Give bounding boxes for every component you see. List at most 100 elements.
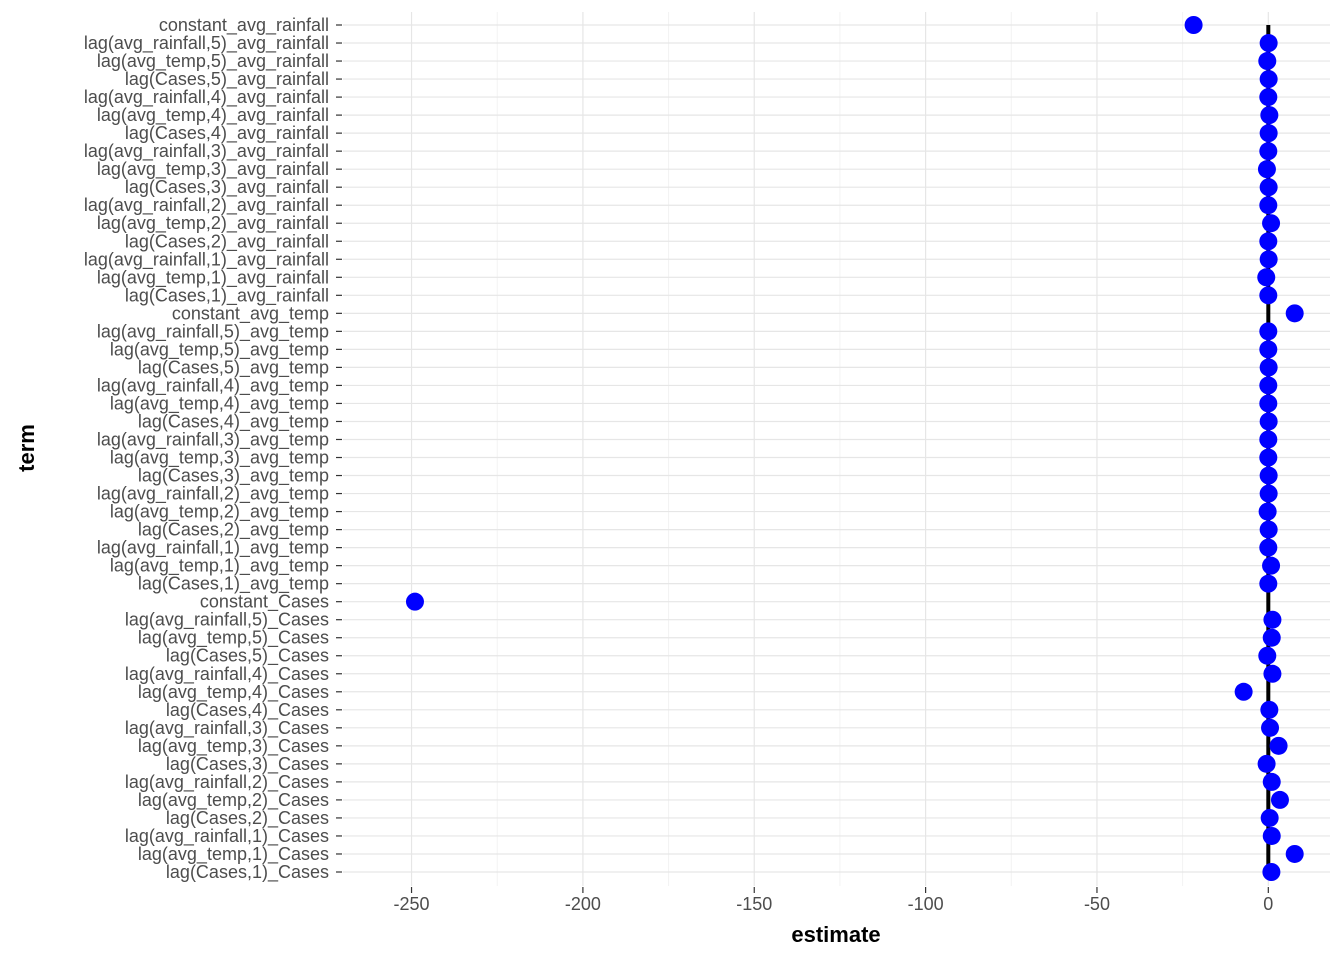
y-tick-label: lag(avg_rainfall,5)_Cases [125, 610, 329, 631]
y-tick-label: lag(Cases,5)_Cases [166, 646, 329, 667]
y-tick-label: lag(Cases,2)_avg_temp [138, 520, 329, 541]
data-point [1262, 826, 1281, 845]
data-point [1259, 88, 1278, 107]
y-tick-label: lag(avg_temp,4)_avg_temp [110, 393, 329, 414]
data-point [1259, 34, 1278, 53]
x-axis-title: estimate [791, 922, 880, 947]
data-point [1262, 772, 1281, 791]
data-point [1263, 610, 1282, 629]
y-tick-label: lag(avg_rainfall,3)_avg_temp [97, 429, 329, 450]
data-point [1259, 196, 1278, 215]
data-point [1262, 863, 1281, 881]
y-tick-label: lag(avg_temp,2)_Cases [138, 790, 329, 811]
y-tick-label: lag(Cases,1)_avg_temp [138, 574, 329, 595]
data-point [1285, 304, 1304, 323]
data-point [1184, 16, 1203, 34]
data-point [1257, 160, 1276, 179]
data-point [1257, 754, 1276, 773]
x-tick-label: 0 [1263, 894, 1273, 914]
y-axis-ticks: constant_avg_rainfalllag(avg_rainfall,5)… [84, 15, 342, 883]
data-point [1259, 448, 1278, 467]
data-point [1262, 556, 1281, 575]
y-tick-label: lag(avg_rainfall,1)_Cases [125, 826, 329, 847]
y-tick-label: lag(avg_rainfall,3)_avg_rainfall [84, 141, 329, 162]
x-tick-label: -150 [736, 894, 772, 914]
data-point [1259, 358, 1278, 377]
data-point [1285, 844, 1304, 863]
data-point [1259, 538, 1278, 557]
data-point [1259, 520, 1278, 539]
major-grid [343, 12, 1330, 886]
y-tick-label: lag(Cases,3)_avg_rainfall [125, 177, 329, 198]
y-tick-label: lag(avg_temp,2)_avg_rainfall [97, 213, 329, 234]
data-point [1262, 628, 1281, 647]
y-tick-label: lag(avg_temp,1)_avg_temp [110, 556, 329, 577]
y-tick-label: lag(avg_rainfall,3)_Cases [125, 718, 329, 739]
y-tick-label: lag(avg_temp,5)_Cases [138, 628, 329, 649]
x-tick-label: -250 [394, 894, 430, 914]
y-tick-label: constant_avg_temp [172, 303, 329, 324]
y-tick-label: lag(avg_temp,3)_avg_temp [110, 448, 329, 469]
minor-grid [496, 12, 1184, 886]
data-point [1262, 214, 1281, 233]
data-point [405, 592, 424, 611]
x-tick-label: -200 [565, 894, 601, 914]
y-tick-label: lag(Cases,5)_avg_temp [138, 357, 329, 378]
data-point [1259, 430, 1278, 449]
data-point [1259, 178, 1278, 197]
y-tick-label: lag(avg_temp,1)_Cases [138, 844, 329, 865]
y-tick-label: lag(avg_temp,1)_avg_rainfall [97, 267, 329, 288]
y-tick-label: lag(avg_rainfall,2)_avg_temp [97, 484, 329, 505]
x-tick-label: -100 [908, 894, 944, 914]
y-tick-label: lag(Cases,4)_Cases [166, 700, 329, 721]
y-tick-label: lag(avg_rainfall,1)_avg_rainfall [84, 249, 329, 270]
data-point [1259, 70, 1278, 89]
y-tick-label: lag(Cases,4)_avg_rainfall [125, 123, 329, 144]
y-tick-label: lag(avg_temp,5)_avg_temp [110, 339, 329, 360]
data-point [1270, 790, 1289, 809]
data-point [1258, 52, 1277, 71]
y-tick-label: lag(avg_rainfall,1)_avg_temp [97, 538, 329, 559]
y-tick-label: constant_Cases [200, 592, 329, 613]
y-tick-label: lag(avg_rainfall,4)_avg_temp [97, 375, 329, 396]
data-point [1259, 250, 1278, 269]
data-point [1260, 808, 1279, 827]
data-point [1259, 322, 1278, 341]
y-tick-label: constant_avg_rainfall [159, 15, 329, 36]
data-point [1259, 232, 1278, 251]
data-point [1259, 394, 1278, 413]
data-point [1259, 574, 1278, 593]
y-tick-label: lag(Cases,3)_Cases [166, 754, 329, 775]
data-point [1260, 700, 1279, 719]
y-tick-label: lag(Cases,1)_Cases [166, 862, 329, 883]
y-tick-label: lag(avg_rainfall,4)_Cases [125, 664, 329, 685]
data-points [405, 16, 1304, 881]
data-point [1259, 286, 1278, 305]
data-point [1259, 484, 1278, 503]
y-tick-label: lag(avg_rainfall,5)_avg_rainfall [84, 33, 329, 54]
y-tick-label: lag(avg_temp,2)_avg_temp [110, 502, 329, 523]
y-tick-label: lag(Cases,3)_avg_temp [138, 466, 329, 487]
data-point [1259, 142, 1278, 161]
y-tick-label: lag(Cases,2)_Cases [166, 808, 329, 829]
data-point [1261, 718, 1280, 737]
y-tick-label: lag(avg_temp,4)_Cases [138, 682, 329, 703]
data-point [1259, 412, 1278, 431]
data-point [1259, 376, 1278, 395]
x-tick-label: -50 [1084, 894, 1110, 914]
data-point [1263, 664, 1282, 683]
y-tick-label: lag(avg_rainfall,4)_avg_rainfall [84, 87, 329, 108]
y-tick-label: lag(avg_rainfall,5)_avg_temp [97, 321, 329, 342]
data-point [1257, 268, 1276, 287]
y-tick-label: lag(Cases,4)_avg_temp [138, 411, 329, 432]
data-point [1258, 502, 1277, 521]
y-tick-label: lag(avg_temp,3)_avg_rainfall [97, 159, 329, 180]
y-tick-label: lag(avg_temp,4)_avg_rainfall [97, 105, 329, 126]
data-point [1259, 340, 1278, 359]
y-tick-label: lag(avg_rainfall,2)_Cases [125, 772, 329, 793]
y-axis-title: term [14, 424, 39, 472]
data-point [1259, 124, 1278, 143]
y-tick-label: lag(avg_rainfall,2)_avg_rainfall [84, 195, 329, 216]
x-axis-ticks: -250 -200 -150 -100 -50 0 [394, 887, 1273, 914]
